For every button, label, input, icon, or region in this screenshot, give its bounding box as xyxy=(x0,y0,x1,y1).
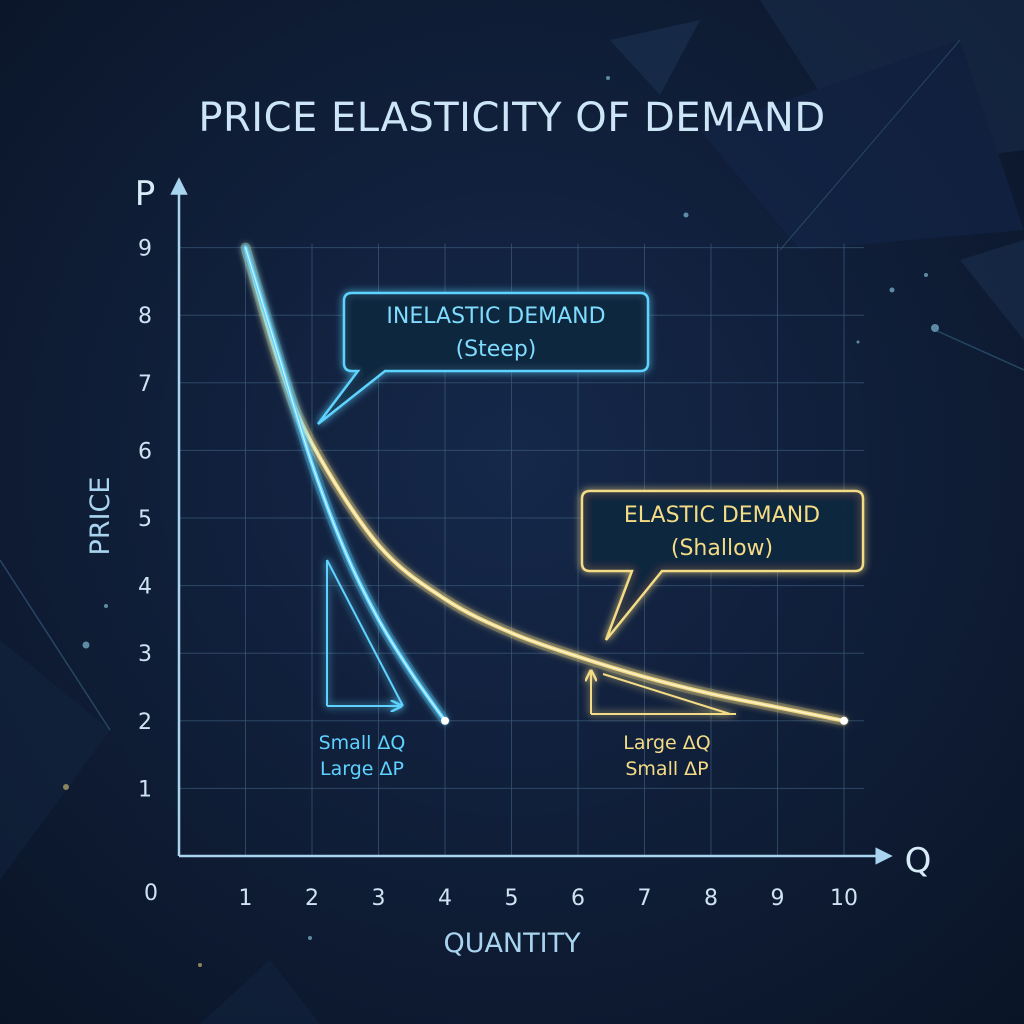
x-tick-label-2: 2 xyxy=(305,886,319,911)
y-tick-label-5: 5 xyxy=(138,507,152,532)
y-axis-letter: P xyxy=(135,174,156,214)
y-tick-label-1: 1 xyxy=(138,777,152,802)
x-tick-label-1: 1 xyxy=(239,886,253,911)
y-tick-label-3: 3 xyxy=(138,642,152,667)
x-axis-title: QUANTITY xyxy=(443,928,581,959)
elastic-callout-subtitle: (Shallow) xyxy=(671,536,773,561)
y-tick-label-8: 8 xyxy=(138,304,152,329)
elastic-delta-triangle xyxy=(591,672,736,715)
inelastic-hypotenuse xyxy=(326,559,404,707)
y-tick-label-7: 7 xyxy=(138,372,152,397)
y-tick-label-6: 6 xyxy=(138,439,152,464)
inelastic-demand-end-point xyxy=(441,716,449,725)
elastic-hypotenuse xyxy=(602,673,731,715)
x-tick-label-4: 4 xyxy=(438,886,452,911)
inelastic-callout-title: INELASTIC DEMAND xyxy=(386,304,605,329)
elastic-callout-box xyxy=(580,489,865,641)
elastic-callout xyxy=(580,489,865,641)
elastic-demand-end-point xyxy=(840,716,848,725)
chart-title: PRICE ELASTICITY OF DEMAND xyxy=(198,95,825,141)
x-tick-label-5: 5 xyxy=(505,886,519,911)
x-tick-label-6: 6 xyxy=(571,886,585,911)
inelastic-note-2: Large ΔP xyxy=(320,758,404,780)
x-tick-label-9: 9 xyxy=(771,886,785,911)
elastic-note-2: Small ΔP xyxy=(625,758,708,780)
elastic-note-1: Large ΔQ xyxy=(623,732,710,754)
y-tick-label-2: 2 xyxy=(138,710,152,735)
inelastic-delta-triangle xyxy=(326,559,404,707)
inelastic-callout xyxy=(317,291,650,425)
axes xyxy=(170,177,893,865)
elastic-callout-title: ELASTIC DEMAND xyxy=(624,503,820,528)
x-tick-label-8: 8 xyxy=(704,886,718,911)
inelastic-callout-box xyxy=(317,291,650,425)
x-tick-label-7: 7 xyxy=(638,886,652,911)
x-tick-label-3: 3 xyxy=(372,886,386,911)
tick-labels: 1 2 3 4 5 6 7 8 9 10 1 2 3 4 5 6 7 8 9 xyxy=(138,237,858,911)
y-tick-label-9: 9 xyxy=(138,237,152,262)
inelastic-callout-subtitle: (Steep) xyxy=(456,337,537,362)
origin-label: 0 xyxy=(144,881,158,906)
series-layer xyxy=(240,242,849,726)
inelastic-note-1: Small ΔQ xyxy=(319,732,406,754)
x-axis-letter: Q xyxy=(905,841,932,881)
inelastic-demand-highlight xyxy=(244,247,446,722)
y-axis-title: PRICE xyxy=(85,477,116,556)
y-tick-label-4: 4 xyxy=(138,575,152,600)
x-tick-label-10: 10 xyxy=(830,886,858,911)
